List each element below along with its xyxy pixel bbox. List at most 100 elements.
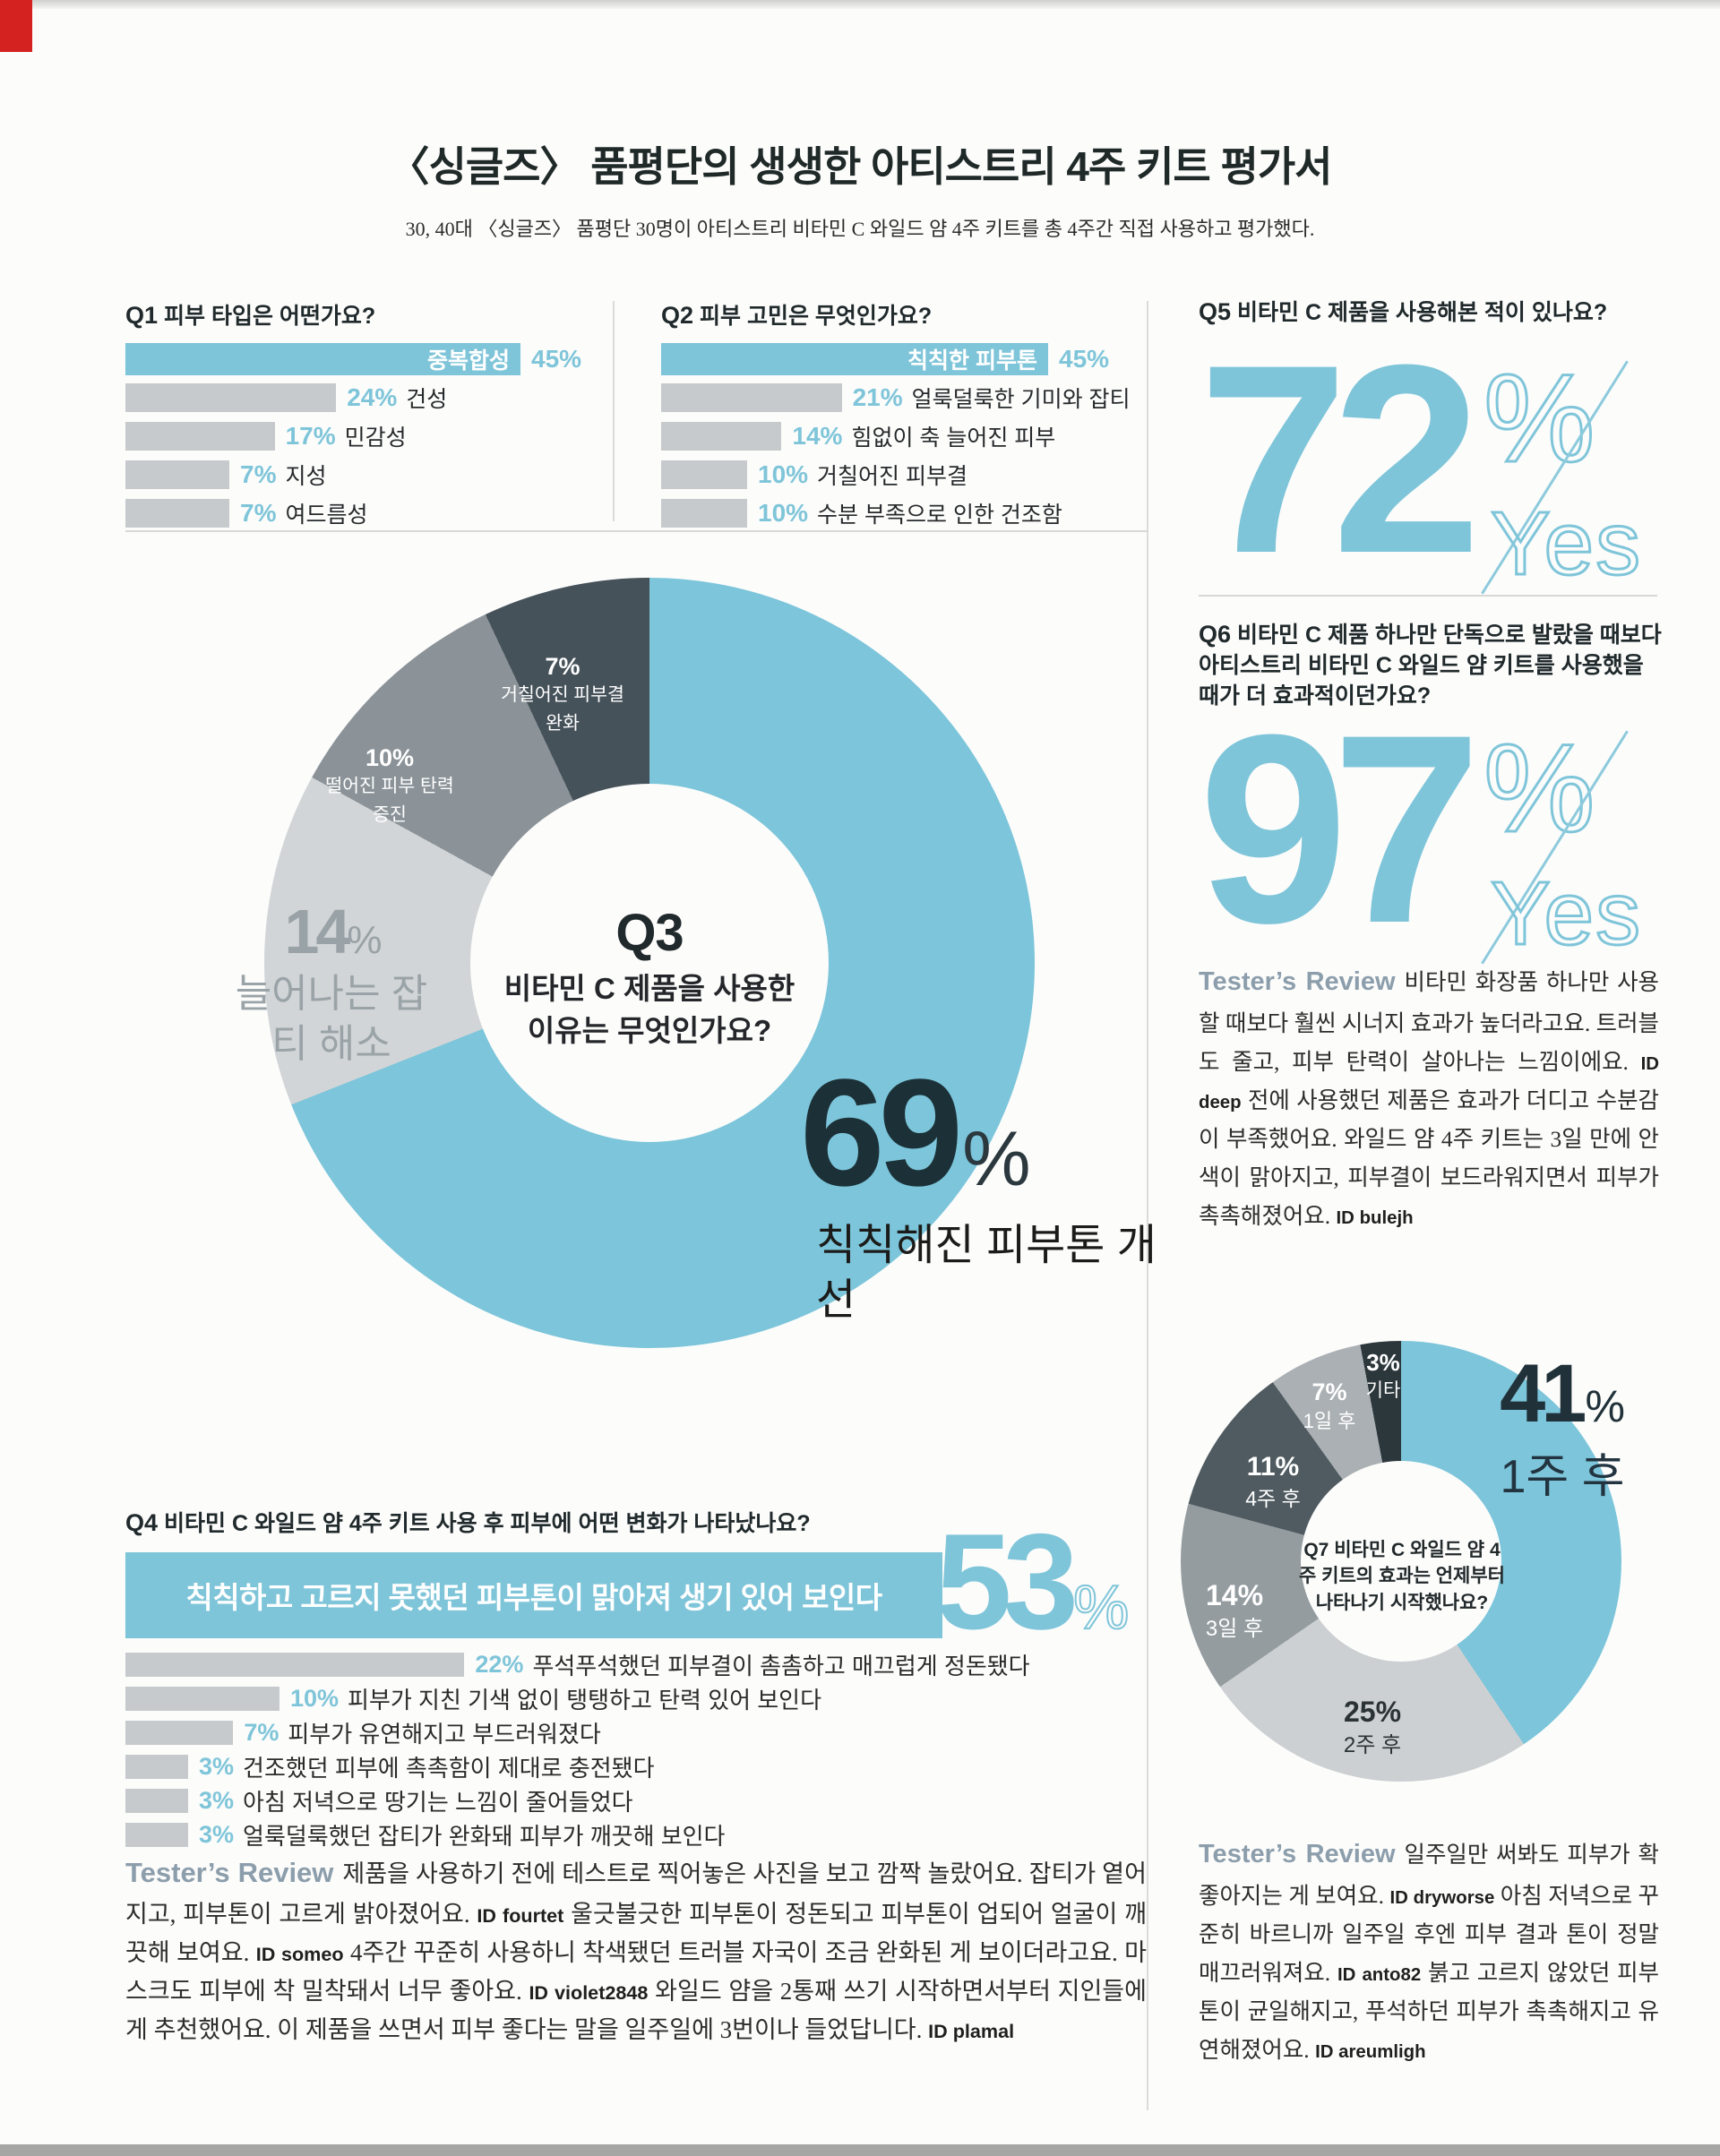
bar-value: 10% (290, 1684, 340, 1712)
q1-bar-chart: 중복합성 45% 24% 건성 17% 민감성 7% 지성 7% 여드름성 (125, 342, 614, 528)
q6-question: Q6 비타민 C 제품 하나만 단독으로 발랐을 때보다 아티스트리 비타민 C … (1199, 618, 1669, 711)
bar (125, 498, 229, 528)
column-divider (613, 301, 615, 521)
percent-sign: % (1482, 717, 1595, 860)
bar-value: 7% (240, 460, 277, 488)
review-tester-id: ID violet2848 (529, 1980, 649, 2004)
scan-edge-top (0, 0, 1720, 9)
q5-answer: Yes (1489, 493, 1643, 596)
q3-segment-label-69: 69 % 칙칙해진 피부톤 개선 (800, 1057, 1158, 1328)
bar (125, 382, 337, 412)
review-text: 붉고 고르지 않았던 피부톤이 균일해지고, 푸석하던 피부가 촉촉해지고 유연… (1199, 1960, 1660, 2064)
segment-name: 늘어나는 잡티 해소 (235, 972, 428, 1066)
q4-top-answer-value: 53 % (936, 1506, 1130, 1658)
bar-value: 21% (852, 382, 903, 411)
q4-top-answer-label: 칙칙하고 고르지 못했던 피부톤이 맑아져 생기 있어 보인다 (185, 1580, 882, 1614)
bar-row: 17% 민감성 (125, 421, 614, 451)
bar (661, 421, 782, 451)
segment-value: 41 % (1500, 1348, 1625, 1439)
bar-value: 7% (244, 1718, 280, 1746)
bar (125, 1652, 465, 1677)
q1-question: Q1 피부 타입은 어떤가요? (125, 299, 614, 332)
scan-edge-bottom (0, 2144, 1720, 2156)
segment-name: 거칠어진 피부결 완화 (501, 684, 624, 734)
bar-row: 3% 아침 저녁으로 땅기는 느낌이 줄어들었다 (125, 1787, 1156, 1816)
review-text: 전에 사용했던 제품은 효과가 더디고 수분감이 부족했어요. 와일드 얌 4주… (1199, 1087, 1659, 1230)
bar (661, 498, 747, 528)
bar (125, 460, 229, 489)
segment-name: 1주 후 (1500, 1451, 1625, 1503)
review-heading: Tester’s Review (125, 1857, 334, 1888)
bar (125, 1720, 234, 1745)
bar-label: 얼룩덜룩한 기미와 잡티 (911, 386, 1131, 412)
bar-value: 45% (1059, 344, 1110, 373)
review-text: 4주간 꾸준히 사용하니 착색됐던 트러블 자국이 조금 완화된 게 보이더라고… (125, 1938, 1147, 2005)
q1-question-text: 피부 타입은 어떤가요? (164, 304, 376, 329)
bar-row: 10% 거칠어진 피부결 (661, 460, 1149, 489)
section-divider (125, 530, 1148, 532)
q7-segment-label-7: 7% 1일 후 (1283, 1378, 1376, 1437)
q7-tag: Q7 (1303, 1540, 1329, 1560)
bar-row: 7% 여드름성 (125, 498, 614, 528)
bar-label: 푸석푸석했던 피부결이 촘촘하고 매끄럽게 정돈됐다 (532, 1652, 1030, 1679)
q1-tag: Q1 (125, 302, 159, 329)
segment-name: 4주 후 (1245, 1487, 1301, 1510)
bar-label: 수분 부족으로 인한 건조함 (817, 502, 1062, 528)
page-title: 〈싱글즈〉 품평단의 생생한 아티스트리 4주 키트 평가서 (388, 143, 1333, 190)
q3-center-question: Q3 비타민 C 제품을 사용한 이유는 무엇인가요? (488, 903, 811, 1052)
review-tester-id: ID plamal (928, 2020, 1015, 2043)
testers-review-main: Tester’s Review 제품을 사용하기 전에 테스트로 찍어놓은 사진을… (125, 1851, 1147, 2049)
bar (661, 460, 747, 489)
red-corner-mark (0, 0, 32, 52)
segment-name: 1일 후 (1303, 1410, 1356, 1433)
segment-value: 14% (1205, 1579, 1264, 1611)
review-tester-id: ID someo (255, 1942, 344, 1965)
review-tester-id: ID deep (1199, 1054, 1659, 1113)
column-divider (1147, 301, 1148, 2110)
review-text: 일주일만 써봐도 피부가 확 좋아지는 게 보여요. (1199, 1842, 1660, 1909)
bar-label: 건조했던 피부에 촉촉함이 제대로 충전됐다 (243, 1754, 655, 1782)
bar (125, 1788, 188, 1813)
section-divider (1199, 595, 1657, 597)
q2-question: Q2 피부 고민은 무엇인가요? (661, 299, 1149, 332)
bar: 중복합성 (125, 342, 520, 375)
review-heading: Tester’s Review (1199, 967, 1396, 996)
review-tester-id: ID bulejh (1336, 1208, 1414, 1229)
review-tester-id: ID fourtet (477, 1903, 564, 1927)
bar-label: 힘없이 축 늘어진 피부 (851, 425, 1056, 451)
q3-tag: Q3 (615, 904, 684, 962)
review-text: 아침 저녁으로 꾸준히 바르니까 일주일 후엔 피부 결과 톤이 정말 매끄러워… (1199, 1883, 1659, 1987)
bar-row: 3% 건조했던 피부에 촉촉함이 제대로 충전됐다 (125, 1753, 1156, 1782)
segment-value: 10% (365, 744, 415, 771)
bar-value: 22% (475, 1650, 524, 1678)
segment-value: 7% (1312, 1379, 1347, 1405)
bar-row: 24% 건성 (125, 382, 614, 412)
bar-row: 7% 피부가 유연해지고 부드러워졌다 (125, 1718, 1156, 1748)
bar-value: 17% (285, 421, 336, 450)
q5-tag: Q5 (1199, 298, 1232, 325)
bar (125, 1686, 280, 1711)
q3-question-text: 비타민 C 제품을 사용한 이유는 무엇인가요? (503, 972, 796, 1047)
bar-row: 10% 피부가 지친 기색 없이 탱탱하고 탄력 있어 보인다 (125, 1684, 1156, 1714)
bar-value: 10% (758, 460, 809, 488)
q6-stat: 97 % Yes (1199, 694, 1670, 990)
q7-donut-hole (1301, 1461, 1501, 1662)
bar-value: 10% (758, 498, 809, 527)
q5-question: Q5 비타민 C 제품을 사용해본 적이 있나요? (1199, 296, 1664, 329)
bar-label: 중복합성 (426, 348, 510, 374)
bar-label: 건성 (406, 386, 448, 412)
q2-bar-chart: 칙칙한 피부톤 45% 21% 얼룩덜룩한 기미와 잡티 14% 힘없이 축 늘어진 피부… (661, 342, 1149, 528)
segment-name: 2주 후 (1343, 1733, 1402, 1758)
review-tester-id: ID dryworse (1389, 1888, 1495, 1908)
review-text: 비타민 화장품 하나만 사용할 때보다 훨씬 시너지 효과가 높더라고요. 트러… (1199, 969, 1660, 1076)
bar-label: 칙칙한 피부톤 (907, 348, 1037, 374)
q7-segment-label-3: 3% 기타 (1349, 1349, 1417, 1406)
q7-segment-label-11: 11% 4주 후 (1224, 1451, 1322, 1516)
review-tester-id: ID areumligh (1315, 2042, 1426, 2063)
review-heading: Tester’s Review (1199, 1840, 1396, 1868)
bar (125, 421, 275, 451)
bar-value: 7% (240, 498, 277, 527)
review-text: 와일드 얌을 2통째 쓰기 시작하면서부터 지인들에게 추천했어요. 이 제품을… (125, 1977, 1147, 2044)
q3-segment-label-10: 10% 떨어진 피부 탄력 증진 (324, 743, 455, 829)
